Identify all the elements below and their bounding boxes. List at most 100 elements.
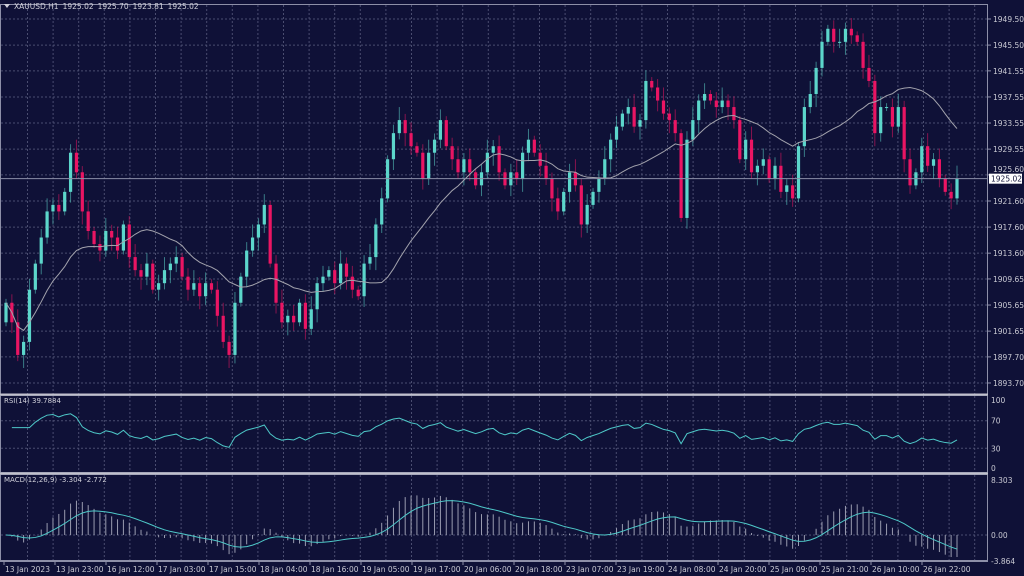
price-tick-label: 1897.70 [993, 353, 1024, 362]
candle-bear [861, 41, 865, 68]
candle-bull [315, 283, 319, 310]
candle-bull [744, 139, 748, 160]
candle-bear [873, 80, 877, 134]
candle-bull [262, 204, 266, 225]
price-tick-label: 1941.55 [993, 67, 1024, 76]
candle-bull [121, 224, 126, 251]
candle-bull [620, 113, 624, 127]
time-tick-label: 26 Jan 10:00 [872, 565, 920, 574]
dropdown-triangle-icon[interactable] [4, 4, 10, 8]
time-tick-label: 13 Jan 23:00 [56, 565, 104, 574]
candle-bear [274, 263, 278, 303]
candle-bear [444, 120, 448, 147]
candle-bull [174, 257, 178, 264]
candle-bear [497, 146, 501, 173]
candle-bear [456, 159, 460, 173]
candle-bear [708, 94, 713, 101]
macd-tick-label: -3.864 [991, 557, 1015, 566]
candle-bull [931, 159, 936, 166]
price-tick-label: 1929.55 [993, 145, 1024, 154]
time-tick-label: 18 Jan 16:00 [311, 565, 359, 574]
rsi-tick-label: 30 [991, 444, 1001, 453]
candle-bull [297, 302, 302, 323]
candle-bull [614, 126, 619, 140]
candle-bear [268, 204, 272, 264]
price-tick-label: 1933.55 [993, 119, 1024, 128]
candle-bull [104, 230, 108, 251]
time-tick-label: 24 Jan 20:00 [719, 565, 767, 574]
candle-bear [855, 35, 859, 42]
candle-bull [884, 107, 889, 109]
candle-bull [826, 28, 830, 42]
candle-bull [256, 224, 261, 238]
candle-bull [597, 178, 601, 192]
ohlc-low: 1923.81 [132, 2, 164, 11]
candle-bear [415, 146, 419, 153]
main-panel-border [0, 4, 988, 395]
time-tick-label: 23 Jan 19:00 [617, 565, 665, 574]
candle-bear [74, 152, 79, 173]
candle-bear [791, 185, 795, 199]
candle-bear [550, 178, 554, 199]
candle-bull [33, 263, 37, 290]
candle-bear [867, 67, 871, 81]
rsi-tick-label: 0 [991, 464, 996, 473]
candle-bull [432, 139, 437, 153]
candle-bear [110, 230, 114, 238]
price-tick-label: 1905.65 [993, 301, 1024, 310]
candle-bull [162, 270, 167, 284]
time-tick-label: 19 Jan 05:00 [362, 565, 410, 574]
time-tick-label: 17 Jan 03:00 [158, 565, 206, 574]
candle-bull [321, 276, 325, 284]
price-tick-label: 1921.60 [993, 197, 1024, 206]
candle-bull [157, 283, 161, 290]
candle-bull [250, 237, 255, 251]
candle-bull [391, 133, 396, 160]
candle-bear [714, 100, 718, 108]
rsi-tick-label: 100 [991, 396, 1006, 405]
candle-bull [896, 107, 900, 127]
candle-bull [45, 211, 49, 238]
candle-bull [520, 152, 525, 179]
candle-bull [245, 250, 249, 277]
price-tick-label: 1925.60 [993, 165, 1024, 174]
candle-bull [755, 165, 760, 173]
candle-bull [491, 146, 495, 153]
candle-bull [843, 28, 848, 42]
time-tick-label: 18 Jan 04:00 [260, 565, 308, 574]
time-tick-label: 19 Jan 17:00 [413, 565, 461, 574]
candle-bear [139, 270, 143, 277]
candle-bear [732, 107, 736, 121]
candle-bull [562, 191, 566, 212]
candle-bear [738, 120, 742, 160]
time-tick-label: 20 Jan 18:00 [515, 565, 563, 574]
candle-bull [168, 263, 172, 271]
candle-bull [697, 100, 701, 121]
macd-label: MACD(12,26,9) [4, 476, 58, 484]
current-price-label: 1925.02 [991, 175, 1022, 184]
candle-bear [749, 139, 754, 173]
candle-bull [286, 315, 290, 323]
price-tick-label: 1913.60 [993, 249, 1024, 258]
candle-bull [22, 341, 26, 355]
moving-average-line [5, 86, 958, 332]
candle-bear [115, 237, 120, 251]
candle-bear [303, 302, 307, 329]
price-tick-label: 1901.65 [993, 327, 1024, 336]
price-tick-label: 1909.65 [993, 275, 1024, 284]
candle-bear [532, 139, 536, 153]
candle-bear [403, 120, 407, 134]
candle-bear [556, 198, 560, 212]
candle-bear [344, 263, 349, 277]
macd-histogram [11, 495, 958, 558]
candle-bear [926, 146, 930, 166]
candle-bear [227, 341, 231, 355]
candle-bear [902, 107, 906, 160]
candle-bear [849, 28, 853, 36]
grid [1, 5, 987, 560]
candle-bear [292, 315, 296, 323]
price-tick-label: 1945.50 [993, 41, 1024, 50]
symbol-label: XAUUSD,H1 [14, 2, 59, 11]
candle-bull [27, 289, 32, 342]
candle-bull [638, 120, 642, 127]
